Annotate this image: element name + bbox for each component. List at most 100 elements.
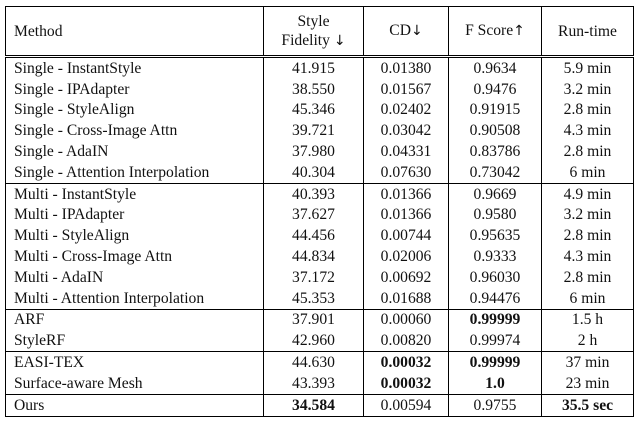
cell-runtime: 5.9 min bbox=[541, 54, 634, 79]
table-row: Surface-aware Mesh 43.393 0.00032 1.0 23 min bbox=[6, 372, 634, 395]
cell-method: Multi - IPAdapter bbox=[14, 206, 125, 224]
cell-cd: 0.00032 bbox=[363, 351, 449, 373]
table-row: ARF 37.901 0.00060 0.99999 1.5 h bbox=[5, 308, 634, 331]
cell-runtime: 2.8 min bbox=[541, 141, 634, 162]
cell-style: 37.980 bbox=[263, 141, 364, 162]
cell-cd: 0.01366 bbox=[363, 182, 449, 205]
cell-cd: 0.01380 bbox=[363, 54, 449, 79]
cell-style: 45.353 bbox=[263, 287, 364, 310]
cell-style: 37.901 bbox=[263, 308, 364, 331]
table-row: Multi - StyleAlign 44.456 0.00744 0.95635 2.… bbox=[6, 225, 634, 247]
cell-style: 34.584 bbox=[263, 393, 364, 417]
table-row: Single - IPAdapter 38.550 0.01567 0.9476 3.2… bbox=[6, 78, 634, 100]
cell-runtime: 37 min bbox=[541, 351, 634, 373]
cell-fscore: 0.99999 bbox=[448, 351, 542, 373]
cell-method: ARF bbox=[5, 308, 264, 331]
cell-style: 41.915 bbox=[263, 54, 364, 79]
up-arrow-icon: ↑ bbox=[513, 23, 525, 39]
cell-runtime: 2 h bbox=[541, 330, 634, 352]
cell-runtime: 2.8 min bbox=[541, 266, 634, 288]
cell-method: Single - IPAdapter bbox=[14, 80, 130, 98]
cell-cd: 0.02006 bbox=[363, 246, 449, 267]
cell-method: Multi - AdaIN bbox=[14, 268, 104, 286]
cell-fscore: 0.94476 bbox=[448, 287, 542, 310]
cell-method: Single - InstantStyle bbox=[5, 54, 264, 79]
cell-style: 38.550 bbox=[263, 78, 364, 100]
cell-method: Multi - Cross-Image Attn bbox=[14, 248, 173, 266]
cell-method: Single - Attention Interpolation bbox=[14, 163, 210, 181]
cell-fscore: 0.9669 bbox=[448, 182, 542, 205]
cell-cd: 0.01688 bbox=[363, 287, 449, 310]
cell-fscore: 0.9755 bbox=[448, 393, 542, 417]
cell-method: StyleRF bbox=[14, 332, 66, 350]
cell-method: Single - StyleAlign bbox=[14, 101, 135, 119]
table-row: Single - AdaIN 37.980 0.04331 0.83786 2.8 mi… bbox=[6, 141, 634, 162]
cell-cd: 0.00594 bbox=[363, 393, 449, 417]
results-table-container: Method Style Fidelity ↓ CD↓ F Score↑ Run… bbox=[5, 6, 634, 421]
cell-method: Surface-aware Mesh bbox=[14, 374, 143, 392]
cell-runtime: 6 min bbox=[541, 287, 634, 310]
cell-fscore: 0.9580 bbox=[448, 204, 542, 226]
cell-cd: 0.01567 bbox=[363, 78, 449, 100]
cell-method: Multi - InstantStyle bbox=[5, 182, 264, 205]
header-fscore: F Score↑ bbox=[448, 6, 542, 57]
cell-cd: 0.00692 bbox=[363, 266, 449, 288]
table-row: Single - StyleAlign 45.346 0.02402 0.91915 2… bbox=[6, 99, 634, 121]
header-method: Method bbox=[14, 22, 63, 40]
cell-style: 39.721 bbox=[263, 120, 364, 142]
cell-method: Ours bbox=[5, 393, 264, 417]
table-row-group: Single - InstantStyle 41.915 0.01380 0.9634… bbox=[5, 54, 634, 184]
cell-method: Multi - StyleAlign bbox=[14, 227, 130, 245]
cell-method: Single - AdaIN bbox=[14, 143, 109, 161]
cell-style: 37.172 bbox=[263, 266, 364, 288]
header-runtime: Run-time bbox=[541, 6, 634, 57]
cell-cd: 0.07630 bbox=[363, 161, 449, 184]
cell-fscore: 0.73042 bbox=[448, 161, 542, 184]
cell-cd: 0.01366 bbox=[363, 204, 449, 226]
header-cd: CD↓ bbox=[363, 6, 449, 57]
cell-style: 44.630 bbox=[263, 351, 364, 373]
table-row-group: Ours 34.584 0.00594 0.9755 35.5 sec bbox=[5, 393, 634, 417]
table-row: Multi - Cross-Image Attn 44.834 0.02006 0.9… bbox=[6, 246, 634, 267]
cell-fscore: 0.95635 bbox=[448, 225, 542, 247]
cell-runtime: 3.2 min bbox=[541, 78, 634, 100]
table-row-group: ARF 37.901 0.00060 0.99999 1.5 h StyleRF 42.96… bbox=[5, 308, 634, 352]
header-row: Method Style Fidelity ↓ CD↓ F Score↑ Run… bbox=[5, 6, 634, 57]
down-arrow-icon: ↓ bbox=[410, 23, 423, 39]
cell-runtime: 4.3 min bbox=[541, 246, 634, 267]
cell-runtime: 2.8 min bbox=[541, 99, 634, 121]
cell-fscore: 0.9634 bbox=[448, 54, 542, 79]
table-row: Multi - AdaIN 37.172 0.00692 0.96030 2.8 min bbox=[6, 266, 634, 288]
cell-fscore: 0.9333 bbox=[448, 246, 542, 267]
cell-method: EASI-TEX bbox=[5, 351, 264, 373]
cell-style: 43.393 bbox=[263, 372, 364, 395]
cell-fscore: 0.99974 bbox=[448, 330, 542, 352]
cell-cd: 0.00820 bbox=[363, 330, 449, 352]
cell-style: 40.393 bbox=[263, 182, 364, 205]
cell-runtime: 1.5 h bbox=[541, 308, 634, 331]
cell-style: 45.346 bbox=[263, 99, 364, 121]
cell-fscore: 0.96030 bbox=[448, 266, 542, 288]
cell-style: 37.627 bbox=[263, 204, 364, 226]
cell-runtime: 3.2 min bbox=[541, 204, 634, 226]
cell-fscore: 0.83786 bbox=[448, 141, 542, 162]
cell-fscore: 0.99999 bbox=[448, 308, 542, 331]
cell-runtime: 4.3 min bbox=[541, 120, 634, 142]
table-header: Method Style Fidelity ↓ CD↓ F Score↑ Run… bbox=[5, 6, 634, 57]
cell-fscore: 0.91915 bbox=[448, 99, 542, 121]
table-row: Single - Cross-Image Attn 39.721 0.03042 0.… bbox=[6, 120, 634, 142]
cell-runtime: 4.9 min bbox=[541, 182, 634, 205]
cell-cd: 0.03042 bbox=[363, 120, 449, 142]
cell-cd: 0.02402 bbox=[363, 99, 449, 121]
cell-fscore: 0.9476 bbox=[448, 78, 542, 100]
cell-fscore: 0.90508 bbox=[448, 120, 542, 142]
table-row: Multi - InstantStyle 40.393 0.01366 0.9669 4… bbox=[5, 182, 634, 205]
cell-cd: 0.00744 bbox=[363, 225, 449, 247]
table-row: Single - Attention Interpolation 40.304 0.… bbox=[6, 161, 634, 184]
table-row: StyleRF 42.960 0.00820 0.99974 2 h bbox=[6, 330, 634, 352]
table-row-group: Multi - InstantStyle 40.393 0.01366 0.9669 4… bbox=[5, 182, 634, 310]
cell-fscore: 1.0 bbox=[448, 372, 542, 395]
cell-runtime: 35.5 sec bbox=[541, 393, 634, 417]
cell-runtime: 6 min bbox=[541, 161, 634, 184]
cell-cd: 0.04331 bbox=[363, 141, 449, 162]
